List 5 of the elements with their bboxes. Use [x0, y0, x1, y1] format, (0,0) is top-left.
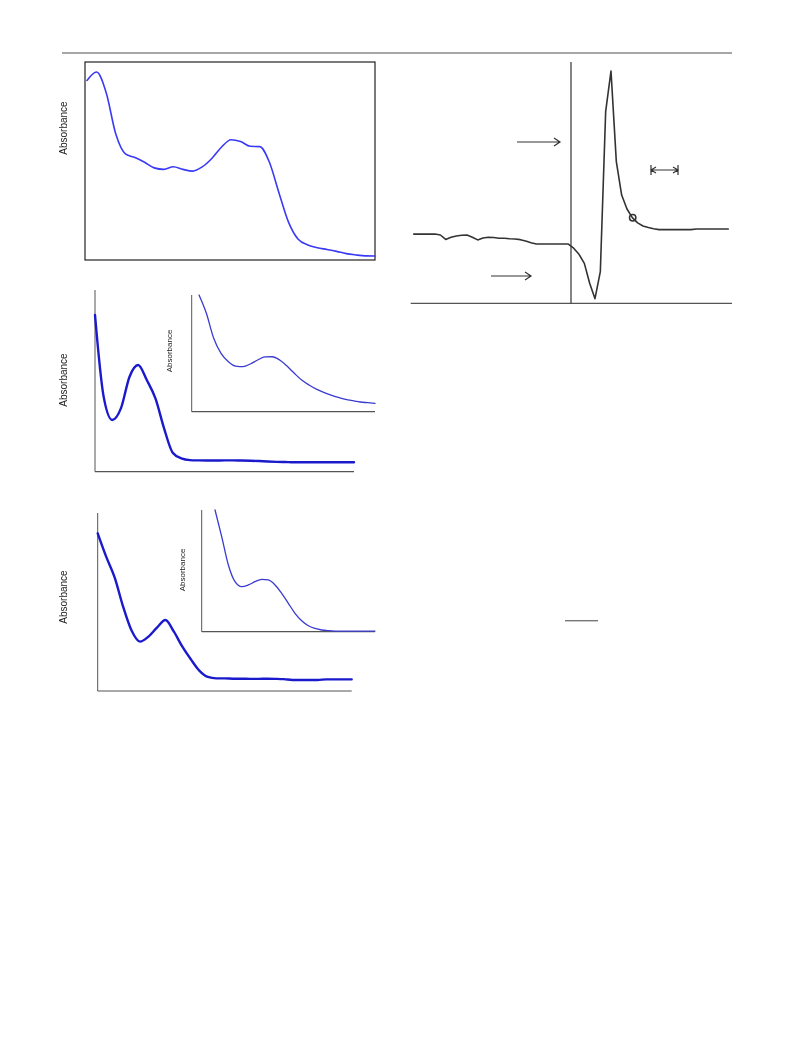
y-axis-title: Absorbance: [178, 548, 187, 592]
y-axis-title: Absorbance: [165, 329, 174, 373]
y-axis-title: Absorbance: [58, 352, 69, 407]
y-axis-title: Absorbance: [58, 100, 69, 155]
y-axis-title: Absorbance: [58, 569, 69, 624]
